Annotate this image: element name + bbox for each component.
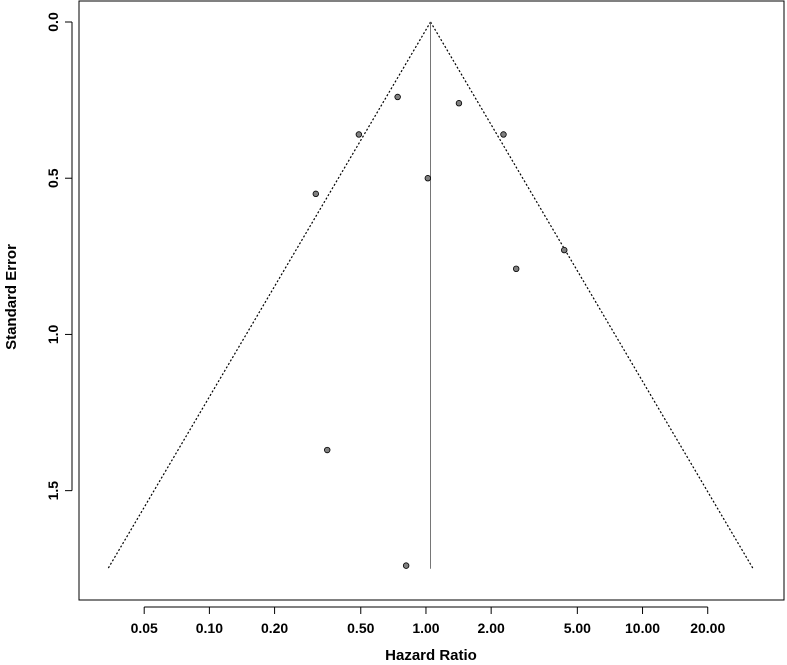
funnel-layer xyxy=(107,21,754,570)
points-layer xyxy=(312,93,568,569)
study-point-2 xyxy=(455,100,463,107)
x-tick-label-6: 5.00 xyxy=(564,620,591,636)
x-axis: 0.05 0.10 0.20 0.50 1.00 2.00 5.00 10.00 20.00 xyxy=(131,606,725,636)
study-point-9 xyxy=(324,446,331,454)
funnel-right-boundary xyxy=(430,21,754,570)
y-tick-label-0: 0.0 xyxy=(45,12,61,32)
x-axis-label: Hazard Ratio xyxy=(385,647,477,664)
x-tick-label-2: 0.20 xyxy=(261,620,288,636)
y-tick-label-1: 0.5 xyxy=(45,168,61,188)
x-tick-label-5: 2.00 xyxy=(478,620,505,636)
study-point-1 xyxy=(394,93,401,101)
x-tick-label-4: 1.00 xyxy=(412,620,439,636)
x-tick-label-0: 0.05 xyxy=(131,620,158,636)
study-point-10 xyxy=(402,562,410,569)
y-axis-label: Standard Error xyxy=(3,244,20,350)
x-tick-label-3: 0.50 xyxy=(347,620,374,636)
study-point-7 xyxy=(561,246,568,254)
funnel-left-boundary xyxy=(107,21,432,570)
study-point-6 xyxy=(312,190,320,198)
study-point-4 xyxy=(500,131,507,138)
study-point-8 xyxy=(512,265,520,273)
y-tick-label-2: 1.0 xyxy=(45,324,61,344)
y-axis: 0.0 0.5 1.0 1.5 xyxy=(45,12,73,501)
plot-frame xyxy=(78,0,785,601)
y-tick-label-3: 1.5 xyxy=(45,481,61,501)
x-tick-label-8: 20.00 xyxy=(690,620,725,636)
x-tick-label-1: 0.10 xyxy=(196,620,223,636)
x-tick-label-7: 10.00 xyxy=(625,620,660,636)
study-point-5 xyxy=(424,175,432,182)
study-point-3 xyxy=(355,131,363,138)
